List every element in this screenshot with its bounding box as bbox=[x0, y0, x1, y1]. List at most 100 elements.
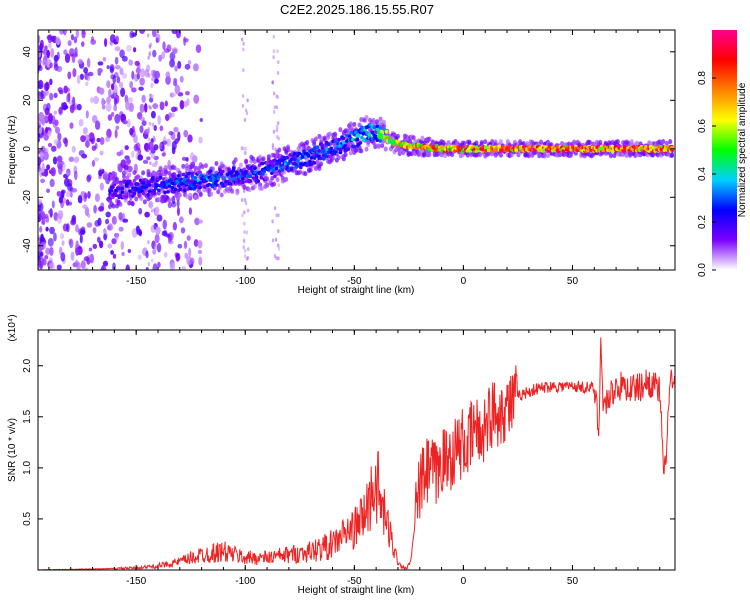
ridge-haze bbox=[647, 140, 652, 146]
noise-blob bbox=[169, 51, 176, 61]
ridge-cell bbox=[300, 154, 305, 159]
noise-blob bbox=[53, 139, 59, 145]
noise-blob bbox=[44, 254, 49, 260]
noise-blob bbox=[161, 230, 167, 237]
noise-blob bbox=[64, 87, 71, 93]
snr-x-tick-label: 0 bbox=[461, 576, 467, 587]
noise-blob bbox=[70, 34, 75, 41]
ridge-cell bbox=[230, 174, 234, 178]
noise-blob bbox=[125, 100, 130, 111]
noise-streak bbox=[243, 248, 247, 253]
noise-blob bbox=[83, 66, 89, 74]
noise-blob bbox=[102, 56, 107, 62]
colorbar-label: Normalized spectral amplitude bbox=[737, 82, 748, 217]
noise-blob bbox=[169, 58, 176, 68]
noise-blob bbox=[119, 49, 125, 58]
ridge-cell bbox=[361, 138, 366, 142]
ridge-cell bbox=[306, 153, 311, 157]
noise-blob bbox=[108, 88, 112, 98]
ridge-cell bbox=[317, 148, 321, 153]
noise-blob bbox=[105, 102, 112, 112]
noise-streak bbox=[241, 94, 245, 99]
noise-blob bbox=[139, 116, 145, 122]
ridge-cell bbox=[228, 182, 233, 186]
noise-streak bbox=[272, 49, 276, 54]
ridge-haze bbox=[167, 170, 172, 176]
noise-streak bbox=[273, 105, 277, 110]
ridge-haze bbox=[188, 192, 193, 198]
snr-series-line bbox=[38, 337, 675, 570]
noise-blob bbox=[112, 74, 117, 85]
snr-panel: -150 -100 -50 0 50 0.5 1.0 1.5 2.0 Height of st… bbox=[7, 314, 676, 596]
noise-blob bbox=[143, 103, 148, 113]
ridge-cell bbox=[120, 190, 125, 194]
noise-blob bbox=[93, 157, 99, 162]
noise-blob bbox=[39, 151, 44, 160]
noise-blob bbox=[169, 261, 176, 270]
noise-blob bbox=[187, 60, 192, 65]
noise-streak bbox=[277, 229, 280, 234]
ridge-cell bbox=[184, 174, 189, 179]
spectrogram-y-tick-label: -40 bbox=[22, 238, 33, 253]
noise-blob bbox=[38, 34, 41, 45]
ridge-cell bbox=[114, 193, 118, 198]
ridge-cell bbox=[147, 183, 152, 187]
noise-blob bbox=[198, 136, 203, 144]
noise-blob bbox=[184, 63, 191, 70]
noise-blob bbox=[96, 236, 101, 243]
noise-blob bbox=[198, 219, 203, 224]
noise-blob bbox=[157, 115, 162, 125]
ridge-haze bbox=[359, 148, 364, 154]
ridge-cell bbox=[337, 137, 341, 142]
noise-blob bbox=[98, 240, 104, 249]
noise-blob bbox=[67, 201, 73, 206]
noise-blob bbox=[50, 167, 56, 177]
noise-streak bbox=[147, 262, 151, 267]
noise-streak bbox=[243, 210, 246, 215]
snr-x-axis: -150 -100 -50 0 50 bbox=[48, 330, 661, 587]
noise-blob bbox=[168, 232, 174, 241]
noise-blob bbox=[94, 193, 100, 203]
noise-blob bbox=[75, 247, 80, 256]
colorbar-gradient bbox=[712, 30, 737, 270]
noise-blob bbox=[38, 50, 42, 58]
ridge-haze bbox=[411, 135, 416, 141]
ridge-haze bbox=[392, 132, 397, 138]
ridge-haze bbox=[242, 185, 247, 191]
noise-streak bbox=[275, 94, 278, 99]
ridge-haze bbox=[148, 172, 153, 178]
noise-blob bbox=[71, 145, 76, 153]
noise-blob bbox=[62, 30, 67, 36]
ridge-haze bbox=[134, 196, 139, 202]
ridge-haze bbox=[135, 174, 140, 180]
noise-blob bbox=[46, 188, 51, 193]
ridge-cell bbox=[350, 137, 355, 142]
noise-blob bbox=[41, 220, 45, 225]
ridge-cell bbox=[338, 148, 343, 152]
ridge-cell bbox=[123, 194, 128, 199]
ridge-cell bbox=[178, 187, 183, 192]
noise-blob bbox=[173, 126, 179, 133]
ridge-haze bbox=[348, 121, 353, 127]
noise-blob bbox=[93, 204, 97, 214]
noise-blob bbox=[60, 233, 65, 240]
ridge-cell bbox=[358, 141, 363, 145]
noise-blob bbox=[152, 69, 157, 79]
noise-blob bbox=[53, 92, 58, 99]
ridge-cell bbox=[198, 170, 202, 174]
noise-streak bbox=[243, 117, 247, 122]
ridge-haze bbox=[308, 167, 313, 173]
noise-blob bbox=[92, 243, 98, 249]
noise-blob bbox=[85, 139, 90, 148]
ridge-cell bbox=[262, 169, 267, 174]
noise-streak bbox=[147, 55, 150, 60]
ridge-cell bbox=[221, 169, 225, 174]
noise-blob bbox=[98, 169, 103, 176]
ridge-haze bbox=[343, 152, 348, 158]
ridge-haze bbox=[298, 169, 303, 175]
spectrogram-x-tick-label: 50 bbox=[567, 276, 579, 287]
noise-streak bbox=[271, 238, 275, 243]
noise-blob bbox=[38, 60, 42, 66]
noise-streak bbox=[147, 127, 150, 132]
